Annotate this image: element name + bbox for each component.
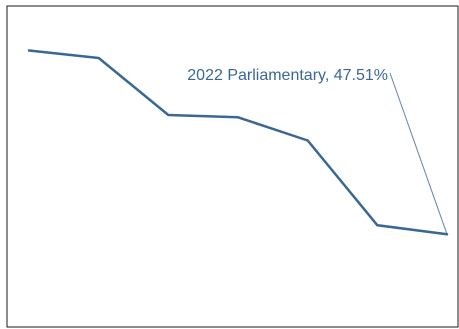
series-line: [27, 49, 449, 236]
annotation-layer: 2022 Parliamentary, 47.51%: [187, 67, 448, 235]
series-layer: [27, 49, 449, 236]
annotation-leader-line: [389, 72, 448, 235]
annotation-label: 2022 Parliamentary, 47.51%: [187, 67, 388, 84]
plot-frame: [6, 5, 459, 328]
